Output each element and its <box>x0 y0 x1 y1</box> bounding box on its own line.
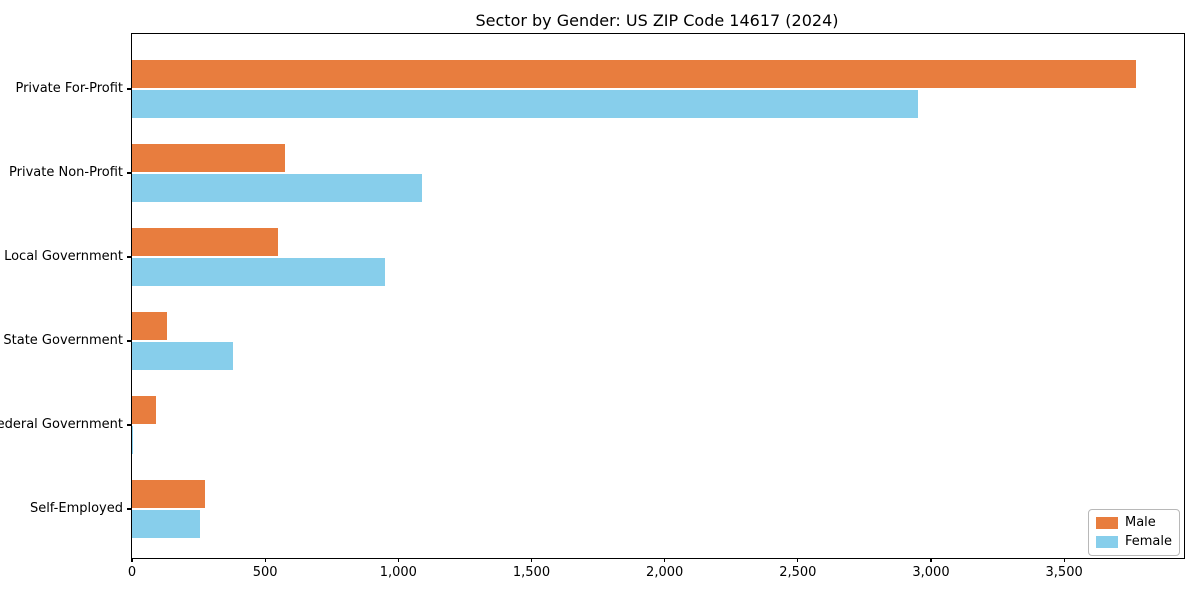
x-tick-label: 2,000 <box>646 565 684 580</box>
x-tick-mark <box>397 558 399 562</box>
y-tick-mark <box>127 340 131 342</box>
female-bar <box>132 90 918 118</box>
x-tick-label: 3,000 <box>912 565 950 580</box>
male-bar <box>132 60 1137 88</box>
y-tick-mark <box>127 172 131 174</box>
plot-area: Male Female Private For-Profit Private No… <box>0 33 1185 580</box>
x-tick-mark <box>530 558 533 562</box>
female-bar <box>132 258 385 286</box>
legend-label-male: Male <box>1125 515 1156 530</box>
x-tick-mark <box>930 558 932 562</box>
x-tick-label: 500 <box>252 565 278 580</box>
category-label: Local Government <box>4 249 123 264</box>
male-bar <box>132 396 156 424</box>
female-bar <box>132 426 134 454</box>
female-swatch-icon <box>1096 536 1118 548</box>
x-tick-mark <box>664 558 666 562</box>
chart-title: Sector by Gender: US ZIP Code 14617 (202… <box>475 11 839 30</box>
x-tick-label: 3,500 <box>1045 565 1083 580</box>
male-bar <box>132 312 167 340</box>
category-label: State Government <box>3 333 123 348</box>
y-tick-mark <box>127 508 131 510</box>
x-tick-label: 1,500 <box>512 565 551 580</box>
male-bar <box>132 144 286 172</box>
female-bar <box>132 342 234 370</box>
category-label: Federal Government <box>0 417 123 432</box>
x-tick-mark <box>797 558 799 562</box>
legend-item-male: Male <box>1096 516 1172 530</box>
legend-item-female: Female <box>1096 535 1172 549</box>
female-bar <box>132 174 423 202</box>
category-label: Self-Employed <box>29 501 123 516</box>
x-tick-mark <box>131 558 133 562</box>
legend-label-female: Female <box>1125 534 1173 549</box>
y-tick-mark <box>127 256 131 258</box>
category-label: Private For-Profit <box>15 81 123 96</box>
x-tick-label: 2,500 <box>779 565 817 580</box>
x-tick-label: 0 <box>127 565 137 580</box>
x-tick-mark <box>1063 558 1065 562</box>
male-swatch-icon <box>1096 517 1118 529</box>
y-tick-mark <box>127 88 131 90</box>
male-bar <box>132 480 206 508</box>
male-bar <box>132 228 279 256</box>
x-tick-mark <box>264 558 266 562</box>
category-label: Private Non-Profit <box>9 165 123 180</box>
x-tick-label: 1,000 <box>379 565 417 580</box>
y-tick-mark <box>127 424 131 426</box>
female-bar <box>132 510 200 538</box>
legend: Male Female <box>1088 509 1180 556</box>
